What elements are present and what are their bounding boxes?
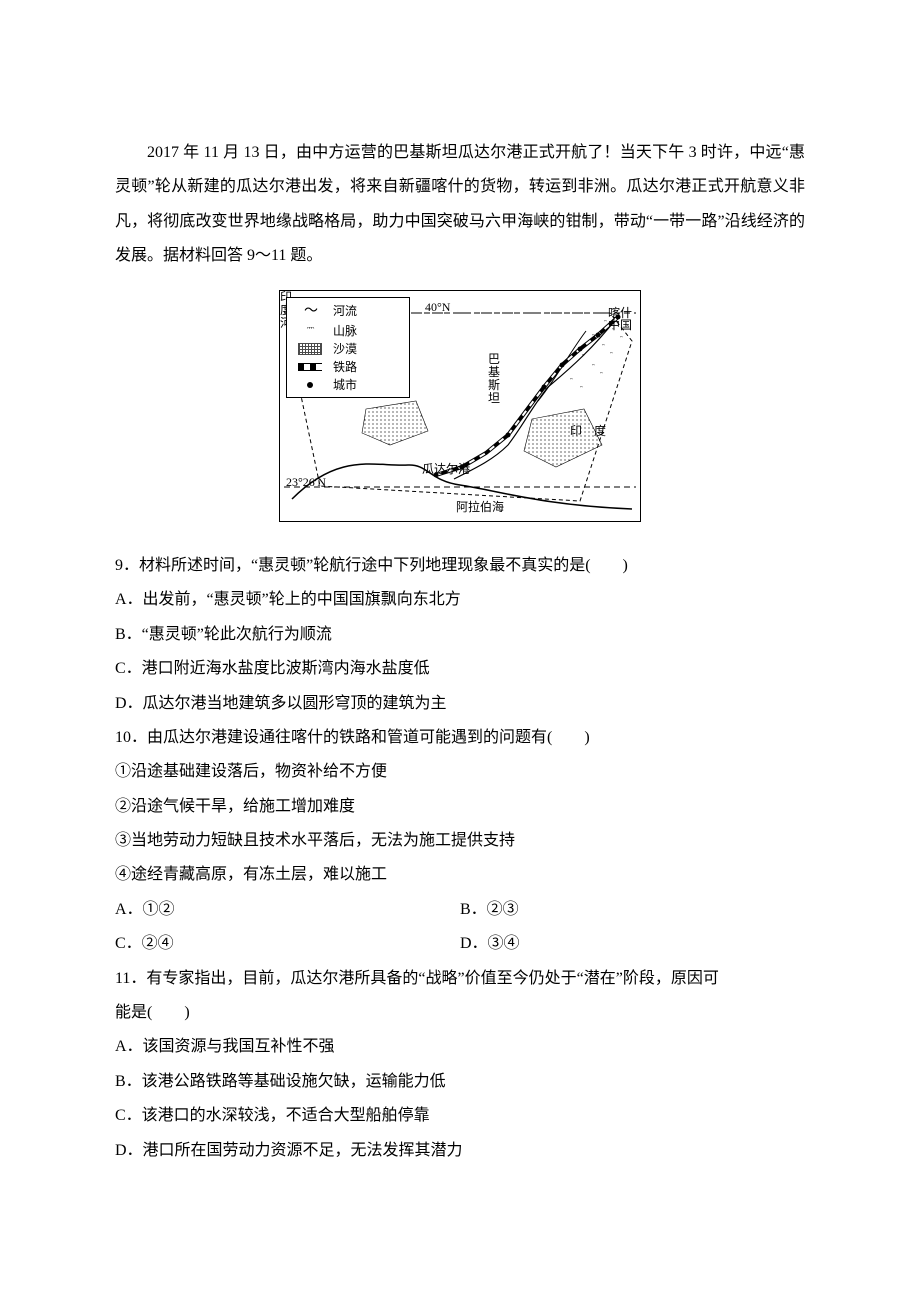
legend-label: 沙漠 xyxy=(333,340,403,358)
river-icon: 〜 xyxy=(293,301,327,322)
q11-opt-c: C．该港口的水深较浅，不适合大型船舶停靠 xyxy=(115,1099,805,1133)
city-dot xyxy=(542,384,547,389)
exam-page: 2017 年 11 月 13 日，由中方运营的巴基斯坦瓜达尔港正式开航了！当天下… xyxy=(0,0,920,1302)
q11-stem-line1: 11．有专家指出，目前，瓜达尔港所具备的“战略”价值至今仍处于“潜在”阶段，原因… xyxy=(115,962,805,996)
legend-row-city: 城市 xyxy=(293,376,403,394)
q9-opt-b: B．“惠灵顿”轮此次航行为顺流 xyxy=(115,618,805,652)
label-china: 中国 xyxy=(608,319,632,331)
mountain-mark: ᵔ xyxy=(592,331,595,341)
mountain-mark: ᵔ xyxy=(620,333,623,343)
city-dot xyxy=(506,432,511,437)
legend-label: 铁路 xyxy=(333,358,403,376)
legend-row-mountain: ᵔᵔᵔ 山脉 xyxy=(293,322,403,340)
mountain-mark: ᵔ xyxy=(570,375,573,385)
map-legend: 〜 河流 ᵔᵔᵔ 山脉 沙漠 铁路 城市 xyxy=(286,297,410,398)
mountain-mark: ᵔ xyxy=(610,349,613,359)
map-diagram-wrap: 〜 河流 ᵔᵔᵔ 山脉 沙漠 铁路 城市 xyxy=(115,290,805,535)
desert-area-2 xyxy=(362,401,428,445)
label-kashi-china: 喀什 中国 xyxy=(608,307,632,331)
label-kashi: 喀什 xyxy=(608,307,632,319)
q11-stem-line2: 能是( ) xyxy=(115,996,805,1030)
q11-opt-a: A．该国资源与我国互补性不强 xyxy=(115,1030,805,1064)
q9-opt-d: D．瓜达尔港当地建筑多以圆形穹顶的建筑为主 xyxy=(115,687,805,721)
q10-statement-4: ④途经青藏高原，有冻土层，难以施工 xyxy=(115,858,805,892)
legend-label: 城市 xyxy=(333,376,403,394)
mountain-mark: ᵔ xyxy=(582,351,585,361)
mountain-mark: ᵔ xyxy=(604,317,607,327)
q9-stem: 9．材料所述时间，“惠灵顿”轮航行途中下列地理现象最不真实的是( ) xyxy=(115,549,805,583)
label-pakistan: 巴基斯坦 xyxy=(488,353,500,406)
label-gwadar: 瓜达尔港 xyxy=(422,463,470,475)
legend-row-desert: 沙漠 xyxy=(293,340,403,358)
rail-icon xyxy=(293,363,327,371)
mountain-icon: ᵔᵔᵔ xyxy=(293,322,327,339)
q9-opt-c: C．港口附近海水盐度比波斯湾内海水盐度低 xyxy=(115,652,805,686)
q10-statement-1: ①沿途基础建设落后，物资补给不方便 xyxy=(115,755,805,789)
q10-opt-c: C．②④ xyxy=(115,927,460,961)
intro-paragraph: 2017 年 11 月 13 日，由中方运营的巴基斯坦瓜达尔港正式开航了！当天下… xyxy=(115,136,805,274)
city-dot xyxy=(560,362,565,367)
city-dot xyxy=(596,332,601,337)
mountain-mark: ᵔ xyxy=(602,341,605,351)
desert-icon xyxy=(293,343,327,355)
q11-opt-d: D．港口所在国劳动力资源不足，无法发挥其潜力 xyxy=(115,1134,805,1168)
legend-label: 山脉 xyxy=(333,322,403,340)
q10-opt-a: A．①② xyxy=(115,893,460,927)
q10-stem: 10．由瓜达尔港建设通往喀什的铁路和管道可能遇到的问题有( ) xyxy=(115,721,805,755)
label-india: 印 度 xyxy=(570,425,606,437)
legend-label: 河流 xyxy=(333,302,403,320)
q10-opts-row-2: C．②④ D．③④ xyxy=(115,927,805,961)
mountain-mark: ᵔ xyxy=(580,383,583,393)
desert-area-1 xyxy=(524,409,602,467)
legend-row-river: 〜 河流 xyxy=(293,301,403,322)
mountain-mark: ᵔ xyxy=(592,361,595,371)
map-diagram: 〜 河流 ᵔᵔᵔ 山脉 沙漠 铁路 城市 xyxy=(279,290,641,522)
q10-statement-3: ③当地劳动力短缺且技术水平落后，无法为施工提供支持 xyxy=(115,824,805,858)
q10-opt-b: B．②③ xyxy=(460,893,805,927)
label-arabian-sea: 阿拉伯海 xyxy=(456,501,504,513)
city-icon xyxy=(293,382,327,388)
label-40n: 40°N xyxy=(425,301,450,313)
q9-opt-a: A．出发前，“惠灵顿”轮上的中国国旗飘向东北方 xyxy=(115,583,805,617)
q10-opt-d: D．③④ xyxy=(460,927,805,961)
mountain-mark: ᵔ xyxy=(600,369,603,379)
label-2326n: 23°26′N xyxy=(286,476,326,488)
q11-opt-b: B．该港公路铁路等基础设施欠缺，运输能力低 xyxy=(115,1065,805,1099)
q10-statement-2: ②沿途气候干旱，给施工增加难度 xyxy=(115,790,805,824)
q10-opts-row-1: A．①② B．②③ xyxy=(115,893,805,927)
legend-row-rail: 铁路 xyxy=(293,358,403,376)
